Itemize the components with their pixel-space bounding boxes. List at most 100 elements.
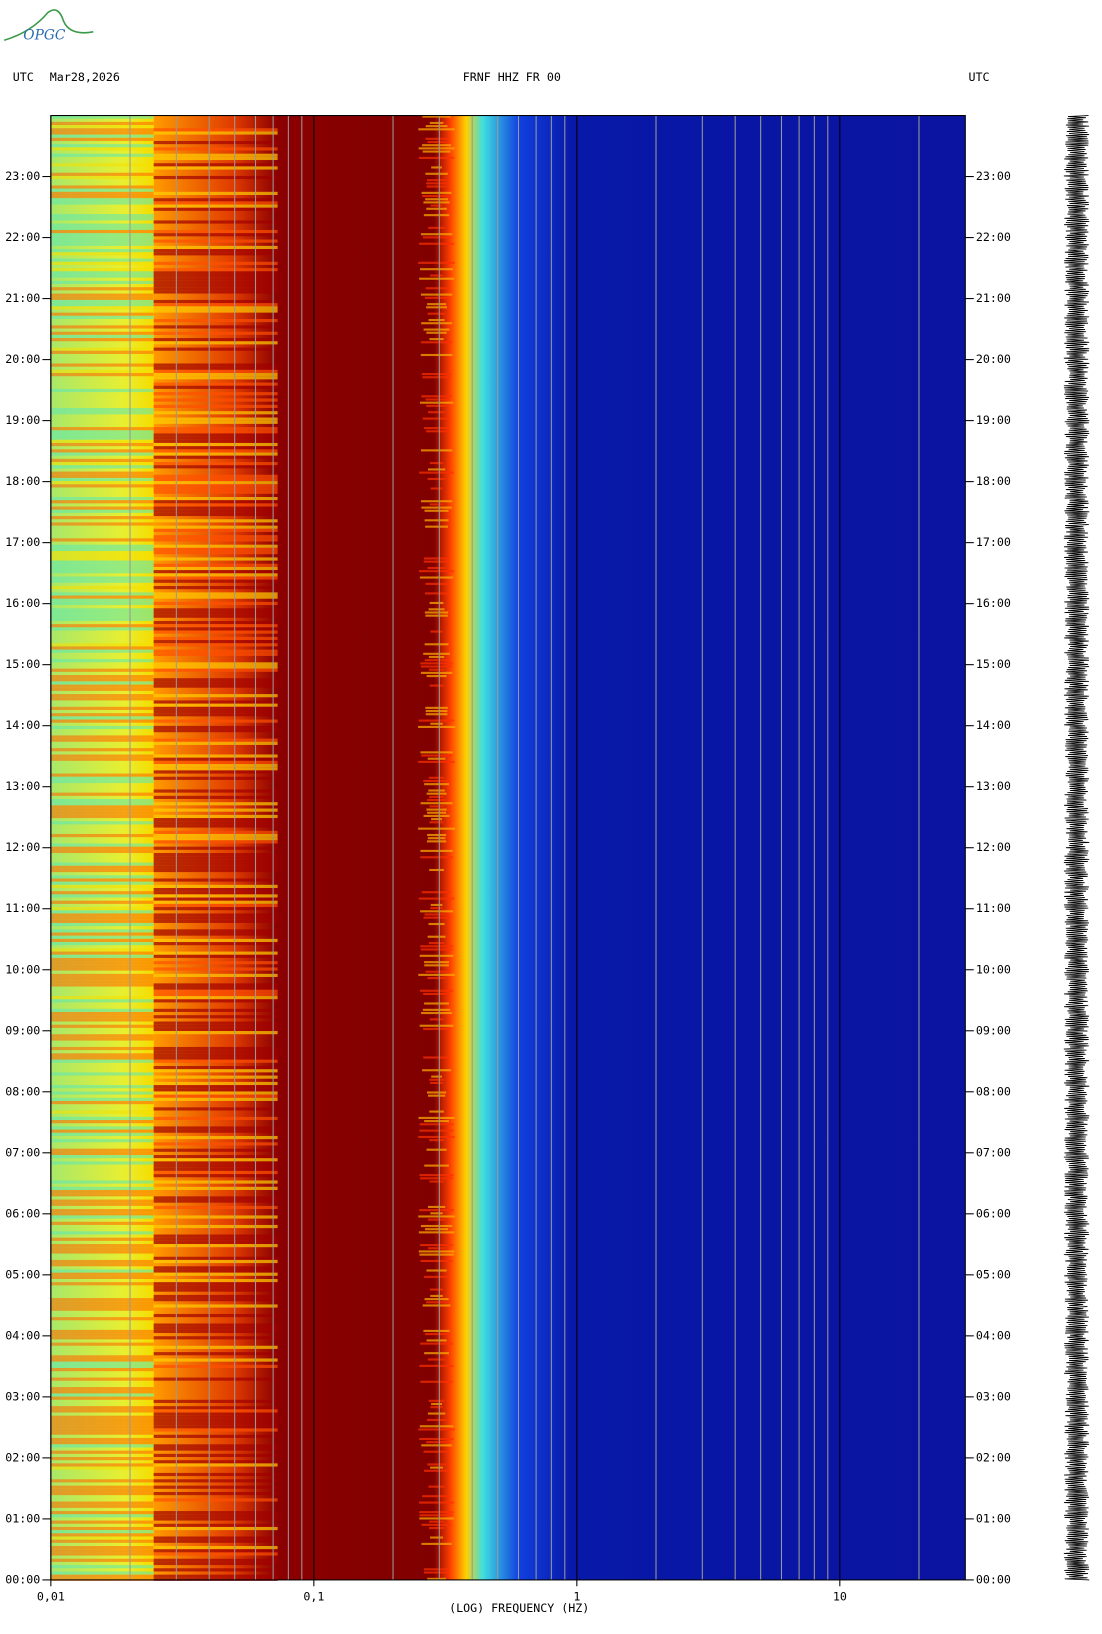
stripe xyxy=(50,592,154,596)
stripe xyxy=(50,907,154,911)
stripe xyxy=(153,614,278,618)
stripe xyxy=(50,1514,154,1518)
stripe xyxy=(50,261,154,265)
stripe xyxy=(153,919,278,923)
y-tick-label-right: 14:00 xyxy=(976,718,1011,732)
stripe xyxy=(426,1091,447,1094)
stripe xyxy=(426,306,448,309)
stripe xyxy=(419,1209,454,1212)
stripe xyxy=(50,1275,154,1279)
stripe xyxy=(423,201,450,204)
stripe xyxy=(427,1463,446,1466)
stripe xyxy=(153,999,278,1003)
stripe xyxy=(50,506,154,510)
stripe xyxy=(428,776,445,779)
stripe xyxy=(50,1015,154,1019)
y-tick-label-left: 15:00 xyxy=(5,657,40,671)
stripe xyxy=(153,665,278,669)
stripe xyxy=(153,420,278,424)
stripe xyxy=(50,1409,154,1413)
stripe xyxy=(153,128,278,132)
stripe xyxy=(424,1164,449,1167)
stripe xyxy=(427,477,446,481)
stripe xyxy=(153,1259,278,1264)
stripe xyxy=(153,557,278,561)
stripe xyxy=(50,1151,154,1156)
stripe xyxy=(50,1390,154,1394)
stripe xyxy=(50,137,154,141)
stripe xyxy=(153,1574,278,1578)
stripe xyxy=(425,398,448,401)
stripe xyxy=(50,185,154,189)
stripe xyxy=(153,503,278,507)
stripe xyxy=(153,204,278,208)
stripe xyxy=(50,1304,154,1308)
stripe xyxy=(153,1088,278,1092)
stripe xyxy=(153,1126,278,1130)
stripe xyxy=(153,1453,278,1458)
stripe xyxy=(50,1342,154,1346)
stripe xyxy=(427,312,446,315)
stripe xyxy=(153,1434,278,1438)
stripe xyxy=(50,334,154,339)
stripe xyxy=(423,916,450,919)
stripe xyxy=(153,439,278,443)
stripe xyxy=(153,430,278,434)
stripe xyxy=(428,1485,445,1488)
stripe xyxy=(50,547,154,552)
stripe xyxy=(425,1228,449,1231)
stripe xyxy=(153,1199,278,1203)
stripe xyxy=(50,821,154,825)
stripe xyxy=(153,967,278,971)
stripe xyxy=(50,551,154,555)
stripe xyxy=(426,182,448,185)
stripe xyxy=(153,1364,278,1368)
stripe xyxy=(430,903,443,907)
stripe xyxy=(419,1024,454,1027)
stripe xyxy=(50,977,154,981)
logo-curve xyxy=(4,9,94,42)
stripe xyxy=(50,611,154,615)
stripe xyxy=(419,1511,454,1514)
stripe xyxy=(50,881,154,885)
stripe xyxy=(153,1059,278,1063)
stripe xyxy=(153,1377,278,1381)
stripe xyxy=(50,407,154,412)
stripe xyxy=(50,1565,154,1569)
stripe xyxy=(50,1457,154,1461)
stripe xyxy=(423,214,450,217)
stripe xyxy=(419,1501,455,1504)
stripe xyxy=(420,662,453,665)
stripe xyxy=(50,198,154,202)
stripe xyxy=(153,490,278,494)
y-tick-label-right: 22:00 xyxy=(976,230,1011,244)
stripe xyxy=(153,738,278,742)
stripe xyxy=(50,1120,154,1124)
y-tick-label-right: 00:00 xyxy=(976,1572,1011,1586)
stripe xyxy=(153,1174,278,1178)
stripe xyxy=(423,557,450,560)
stripe xyxy=(153,1412,278,1416)
stripe xyxy=(50,1520,154,1524)
y-tick-label-right: 10:00 xyxy=(976,962,1011,976)
stripe xyxy=(50,1377,154,1381)
stripe xyxy=(50,271,154,275)
stripe xyxy=(153,913,278,917)
stripe xyxy=(153,620,278,625)
stripe xyxy=(50,846,154,850)
y-tick-label-right: 07:00 xyxy=(976,1145,1011,1159)
stripe xyxy=(153,897,278,901)
stripe xyxy=(153,700,278,704)
stripe xyxy=(420,910,454,913)
stripe xyxy=(50,1361,154,1365)
stripe xyxy=(153,1164,278,1168)
stripe xyxy=(153,299,278,304)
stripe xyxy=(153,233,278,237)
stripe xyxy=(153,725,278,730)
spectrogram-stripes xyxy=(50,115,456,1581)
stripe xyxy=(50,331,154,335)
stripe xyxy=(153,1021,278,1025)
stripe xyxy=(153,853,278,857)
logo-text: OPGC xyxy=(23,28,66,44)
stripe xyxy=(427,837,446,840)
